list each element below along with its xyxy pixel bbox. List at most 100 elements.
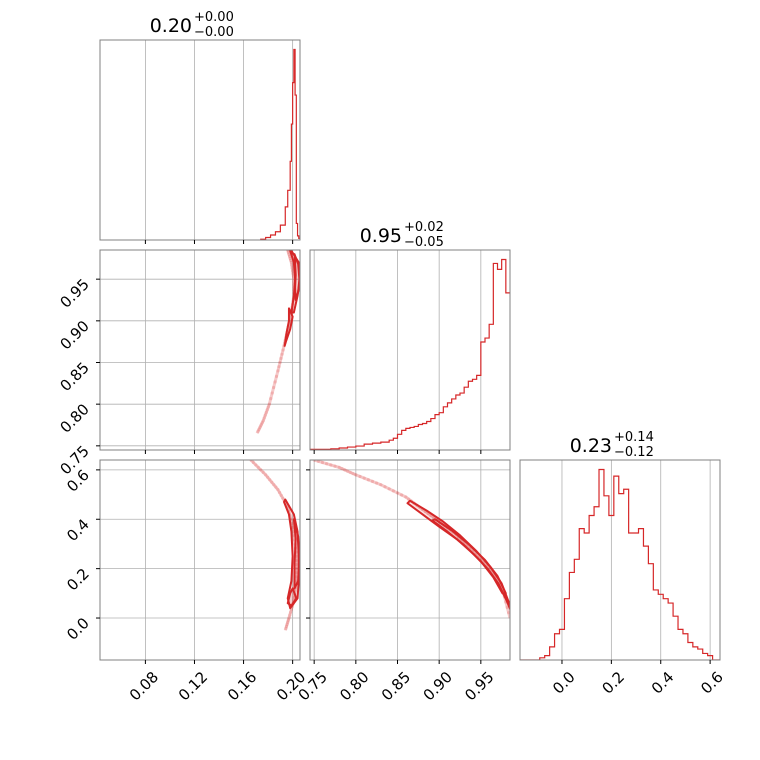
sample-point (262, 416, 266, 420)
sample-point (320, 460, 325, 465)
sample-point (264, 473, 268, 477)
sample-point (294, 567, 298, 571)
panel-frame (519, 459, 721, 661)
sample-point (288, 610, 293, 614)
histogram-step-line (260, 48, 300, 240)
sample-point (263, 413, 267, 417)
sample-point (258, 425, 262, 429)
sample-point (289, 258, 293, 263)
sample-point (266, 475, 270, 479)
sample-point (272, 483, 276, 487)
sample-point (273, 380, 277, 384)
y-tick-label: 0.0 (63, 614, 93, 644)
sample-point (358, 474, 362, 479)
sample-point (366, 478, 370, 482)
sample-point (279, 356, 283, 360)
panel-title-minus: −0.05 (404, 235, 444, 250)
panel-frame (99, 39, 301, 241)
panel-frame (309, 249, 511, 451)
sample-point (391, 489, 395, 493)
sample-point (284, 624, 289, 628)
sample-point (281, 496, 285, 500)
sample-point (400, 493, 404, 497)
panel-title-plus: +0.14 (614, 430, 654, 445)
panel-2-2: 0.23 +0.14−0.12 0.0 0.2 0.4 0.6 (519, 430, 727, 698)
density-contour (431, 518, 507, 595)
sample-point (286, 620, 290, 624)
y-tick-label: 0.85 (56, 359, 92, 395)
sample-point (395, 491, 400, 495)
panel-title-value: 0.23 (570, 435, 612, 457)
sample-point (333, 464, 337, 468)
sample-point (383, 485, 387, 489)
x-tick-label: 0.80 (336, 668, 372, 704)
sample-point (351, 471, 355, 476)
x-tick-label: 0.12 (175, 668, 211, 704)
y-tick-label: 0.90 (56, 317, 92, 353)
density-contour (406, 499, 510, 612)
sample-point (257, 427, 261, 431)
sample-point (277, 365, 281, 369)
y-tick-label: 0.95 (56, 275, 92, 311)
panel-title-minus: −0.00 (194, 25, 234, 40)
sample-point (340, 467, 344, 471)
x-tick-label: 0.16 (224, 668, 260, 704)
panel-frame (309, 459, 511, 661)
sample-point (387, 487, 391, 491)
sample-point (280, 352, 284, 356)
sample-point (276, 488, 280, 492)
x-tick-label: 0.95 (461, 668, 497, 704)
sample-point (407, 497, 411, 501)
y-tick-label: 0.80 (56, 400, 92, 436)
sample-point (274, 485, 278, 489)
sample-point (329, 463, 333, 467)
sample-point (285, 622, 289, 626)
x-tick-label: 0.2 (599, 668, 629, 698)
sample-point (278, 360, 282, 365)
sample-point (261, 419, 265, 423)
sample-point (290, 266, 294, 270)
x-tick-label: 0.6 (697, 668, 727, 698)
panel-frame (99, 459, 301, 661)
panel-plot-area (310, 250, 510, 450)
sample-point (287, 252, 291, 256)
sample-point (290, 263, 294, 267)
x-tick-label: 0.4 (648, 668, 678, 698)
sample-point (256, 429, 260, 433)
sample-point (288, 256, 292, 260)
sample-point (337, 465, 341, 470)
sample-point (265, 408, 269, 412)
sample-point (270, 391, 274, 395)
y-tick-label: 0.4 (63, 515, 93, 545)
sample-point (325, 462, 329, 466)
panel-0-0: 0.20 +0.00−0.00 (99, 10, 301, 244)
sample-point (294, 575, 298, 579)
panel-1-1: 0.95 +0.02−0.05 (309, 220, 511, 454)
density-contour (283, 307, 294, 347)
sample-point (507, 611, 510, 615)
sample-point (276, 369, 280, 373)
panel-plot-area (100, 250, 300, 450)
sample-point (288, 613, 292, 617)
histogram-step-line (520, 468, 720, 660)
panel-title-plus: +0.00 (194, 10, 234, 25)
panel-1-0: 0.750.800.850.900.95 (56, 249, 301, 478)
sample-point (375, 481, 379, 485)
panel-plot-area (520, 460, 720, 660)
sample-point (289, 260, 294, 265)
sample-point (316, 460, 320, 463)
panel-2-1: 0.75 0.80 0.85 0.90 0.95 (295, 459, 511, 704)
panel-frame (99, 249, 301, 451)
sample-point (354, 473, 358, 477)
sample-point (362, 476, 366, 480)
sample-point (260, 421, 264, 425)
panel-plot-area (310, 460, 510, 660)
sample-point (277, 490, 282, 495)
sample-point (270, 480, 274, 484)
x-tick-label: 0.08 (126, 668, 162, 704)
panel-plot-area (100, 460, 300, 660)
x-tick-label: 0.85 (378, 668, 414, 704)
sample-point (272, 385, 276, 390)
density-contour (286, 587, 298, 607)
